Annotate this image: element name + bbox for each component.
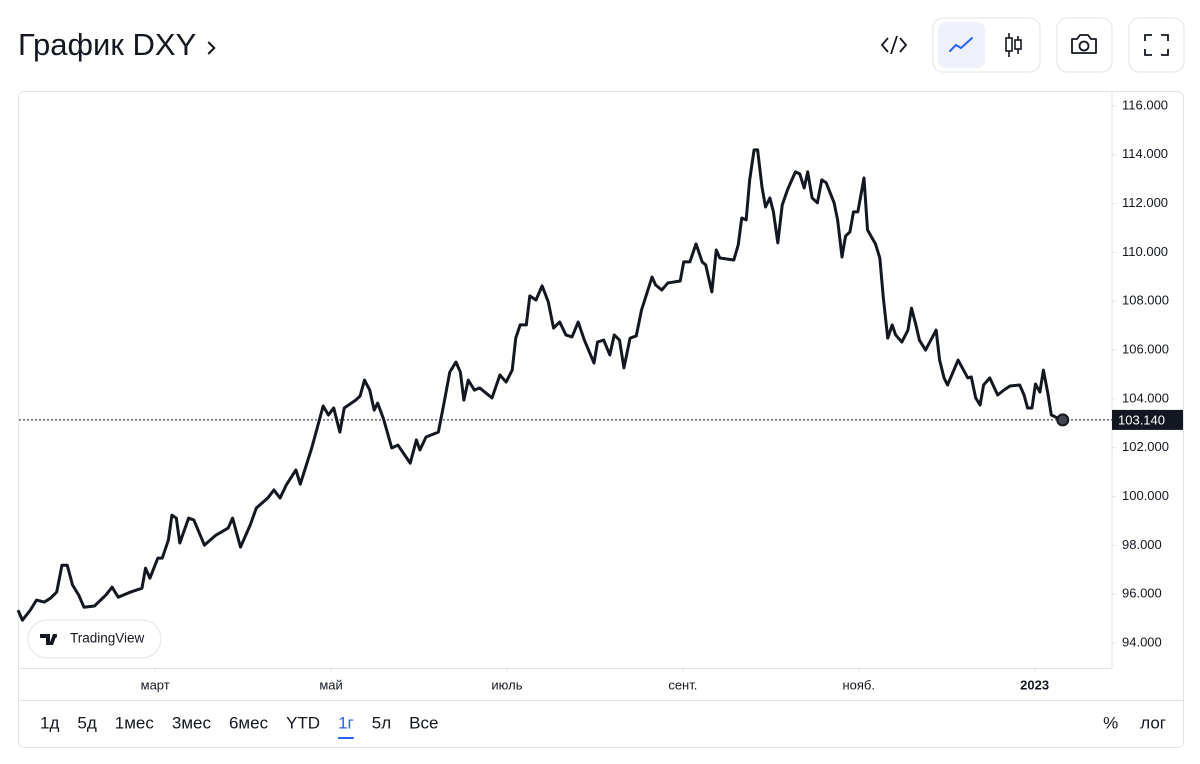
line-style-button[interactable] xyxy=(938,22,985,68)
range-button[interactable]: 5л xyxy=(372,713,391,732)
x-tick-label: сент. xyxy=(668,677,697,692)
fullscreen-button[interactable] xyxy=(1128,17,1185,73)
range-button[interactable]: Все xyxy=(409,713,438,732)
camera-lens xyxy=(1078,40,1090,52)
watermark-logo xyxy=(40,634,57,645)
fullscreen-frame xyxy=(1128,17,1185,73)
plot: 103.140 xyxy=(16,105,1183,672)
watermark-text: TradingView xyxy=(70,631,145,646)
range-button[interactable]: YTD xyxy=(286,713,320,732)
watermark-pill xyxy=(27,619,162,659)
y-tick-label: 100.000 xyxy=(1122,488,1169,503)
x-tick-label: март xyxy=(141,677,170,692)
x-tick-label: май xyxy=(319,677,342,692)
range-button[interactable]: 1г xyxy=(338,713,354,732)
x-tick-label: нояб. xyxy=(842,677,875,692)
watermark-logo-dot xyxy=(53,634,57,638)
y-tick-label: 98.000 xyxy=(1122,537,1162,552)
snapshot-button[interactable] xyxy=(1056,17,1113,73)
range-button[interactable]: 6мес xyxy=(229,713,269,732)
y-tick-label: 104.000 xyxy=(1122,390,1169,405)
scale-option[interactable]: лог xyxy=(1140,713,1166,732)
last-price-label: 103.140 xyxy=(1118,412,1165,427)
title-chevron[interactable] xyxy=(207,41,216,55)
price-line xyxy=(16,148,1064,622)
scale-option[interactable]: % xyxy=(1103,713,1118,732)
embed-button[interactable] xyxy=(880,35,908,55)
candle-style-button[interactable] xyxy=(1005,33,1022,57)
y-tick-label: 94.000 xyxy=(1122,635,1162,650)
embed-icon xyxy=(880,35,908,55)
range-button[interactable]: 3мес xyxy=(172,713,212,732)
y-tick-label: 106.000 xyxy=(1122,342,1169,357)
line-style-bg xyxy=(938,22,985,68)
watermark[interactable]: TradingView xyxy=(27,619,162,659)
y-tick-label: 102.000 xyxy=(1122,439,1169,454)
page-title[interactable]: График DXY xyxy=(18,27,196,62)
x-tick-label: июль xyxy=(491,677,522,692)
range-button[interactable]: 5д xyxy=(77,713,96,732)
y-tick-label: 114.000 xyxy=(1122,146,1168,161)
range-button[interactable]: 1мес xyxy=(115,713,155,732)
candle-body xyxy=(1014,39,1022,50)
last-point xyxy=(1056,413,1070,427)
candle-body xyxy=(1005,37,1013,52)
y-tick-label: 96.000 xyxy=(1122,586,1162,601)
y-tick-label: 110.000 xyxy=(1122,244,1168,259)
range-button[interactable]: 1д xyxy=(40,713,59,732)
x-tick-label: 2023 xyxy=(1020,677,1049,692)
last-price-tag xyxy=(1112,409,1183,430)
y-tick-label: 116.000 xyxy=(1122,97,1168,112)
y-tick-label: 112.000 xyxy=(1122,195,1168,210)
snapshot-frame xyxy=(1056,17,1113,73)
fullscreen-icon xyxy=(1144,34,1169,56)
camera-icon xyxy=(1071,34,1097,54)
y-tick-label: 108.000 xyxy=(1122,293,1169,308)
line-style-icon xyxy=(949,37,973,52)
